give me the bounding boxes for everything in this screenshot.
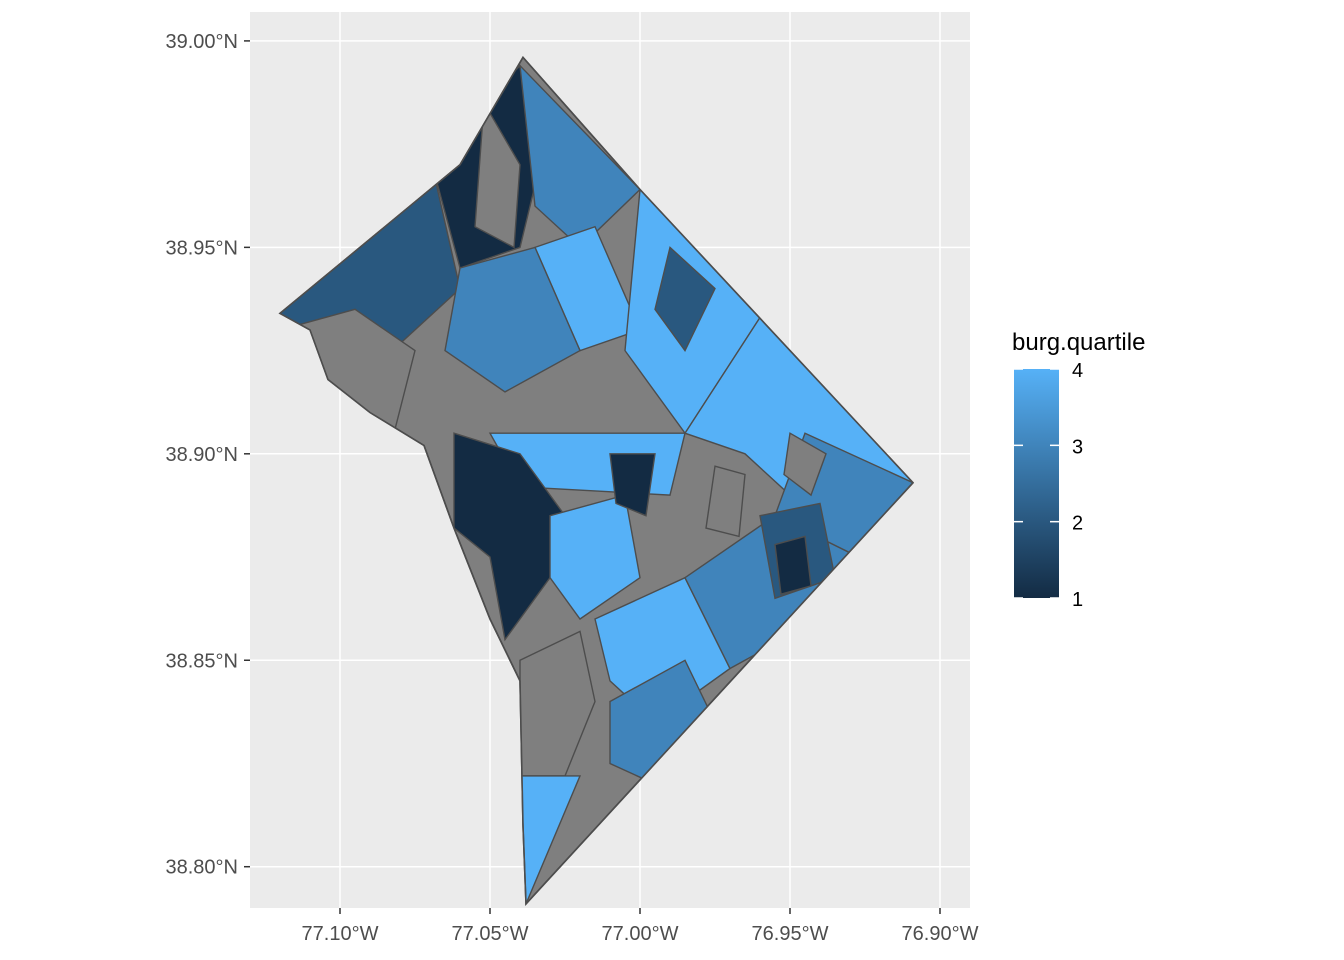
y-tick-label: 38.95°N	[166, 237, 239, 259]
legend-ticks: 1 2 3 4	[1014, 360, 1083, 611]
x-tick-label: 77.10°W	[302, 923, 379, 945]
y-tick-label: 38.80°N	[166, 857, 239, 879]
tract-dark-patch-se	[774, 535, 812, 596]
x-axis: 77.10°W 77.05°W 77.00°W 76.95°W 76.90°W	[302, 908, 979, 945]
legend-tick-label: 2	[1072, 513, 1083, 535]
legend-tick-label: 1	[1072, 589, 1083, 611]
district-outline	[278, 56, 915, 906]
tract-southwest-light	[549, 494, 641, 620]
x-tick-label: 76.95°W	[752, 923, 829, 945]
x-tick-label: 77.05°W	[452, 923, 529, 945]
tract-downtown-dark	[453, 432, 566, 642]
tract-northeast-mid	[654, 246, 716, 352]
legend-colorbar	[1014, 369, 1059, 598]
y-axis: 38.80°N 38.85°N 38.90°N 38.95°N 39.00°N	[166, 31, 250, 879]
tract-gray-patch-center	[705, 465, 746, 538]
tract-dark-patch-center	[609, 453, 656, 517]
legend-title: burg.quartile	[1012, 329, 1145, 356]
legend-tick-label: 3	[1072, 436, 1083, 458]
y-tick-label: 39.00°N	[166, 31, 239, 53]
legend: burg.quartile 1 2 3 4	[1012, 329, 1145, 611]
tract-gray-patch-east	[783, 432, 827, 497]
tract-central-mixed	[444, 246, 581, 393]
x-tick-label: 77.00°W	[602, 923, 679, 945]
y-tick-label: 38.85°N	[166, 650, 239, 672]
x-tick-label: 76.90°W	[902, 923, 979, 945]
tract-regions	[280, 63, 913, 904]
tract-rock-creek-gray	[474, 100, 521, 249]
legend-tick-label: 4	[1072, 360, 1083, 382]
y-tick-label: 38.90°N	[166, 444, 239, 466]
